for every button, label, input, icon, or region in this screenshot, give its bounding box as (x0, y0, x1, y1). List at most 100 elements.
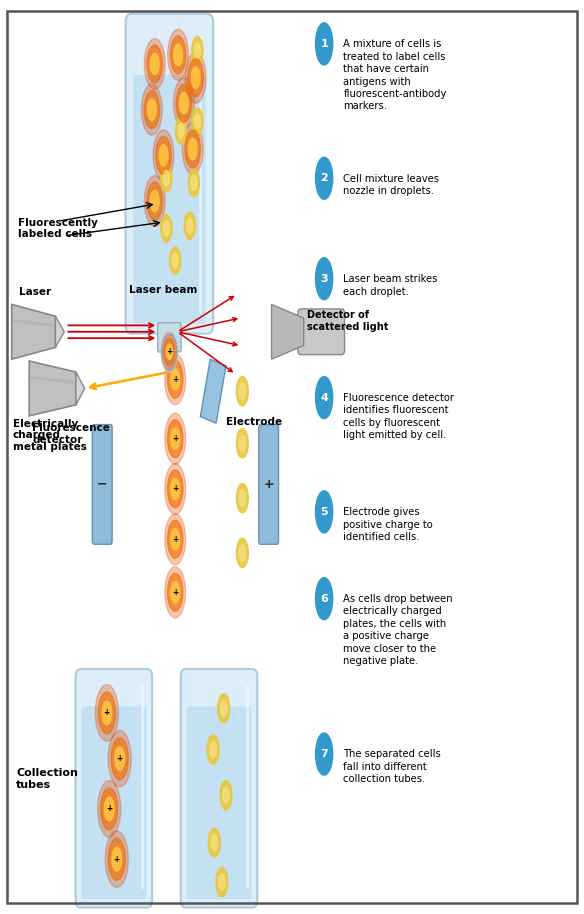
FancyBboxPatch shape (180, 669, 257, 908)
Ellipse shape (194, 114, 200, 129)
FancyBboxPatch shape (259, 424, 279, 545)
Text: Fluorescence detector
identifies fluorescent
cells by fluorescent
light emitted : Fluorescence detector identifies fluores… (343, 393, 454, 441)
Ellipse shape (159, 144, 168, 166)
Ellipse shape (171, 581, 179, 603)
Text: Fluorescently
labeled cells: Fluorescently labeled cells (18, 218, 98, 239)
Text: +: + (172, 588, 178, 597)
Text: +: + (117, 754, 123, 763)
Ellipse shape (144, 38, 165, 90)
Ellipse shape (165, 514, 186, 565)
Ellipse shape (176, 84, 192, 122)
FancyBboxPatch shape (298, 309, 345, 355)
Text: The separated cells
fall into different
collection tubes.: The separated cells fall into different … (343, 749, 441, 784)
Text: Electrode gives
positive charge to
identified cells.: Electrode gives positive charge to ident… (343, 507, 433, 542)
Ellipse shape (192, 108, 203, 135)
Text: As cells drop between
electrically charged
plates, the cells with
a positive cha: As cells drop between electrically charg… (343, 594, 453, 666)
FancyBboxPatch shape (92, 424, 112, 545)
Text: A mixture of cells is
treated to label cells
that have certain
antigens with
flu: A mixture of cells is treated to label c… (343, 39, 447, 112)
Ellipse shape (164, 338, 175, 366)
Text: Fluorescence
detector: Fluorescence detector (32, 423, 110, 445)
Ellipse shape (162, 334, 177, 370)
Ellipse shape (185, 130, 200, 168)
Ellipse shape (315, 491, 333, 533)
Ellipse shape (315, 578, 333, 620)
FancyBboxPatch shape (186, 707, 251, 899)
Ellipse shape (315, 157, 333, 199)
Ellipse shape (174, 44, 182, 66)
Text: +: + (104, 708, 110, 717)
Ellipse shape (220, 781, 232, 810)
Ellipse shape (95, 685, 119, 741)
Text: +: + (106, 804, 112, 813)
Ellipse shape (220, 700, 227, 717)
Text: +: + (166, 347, 172, 356)
Text: +: + (114, 855, 120, 864)
Ellipse shape (165, 354, 186, 405)
Text: Collection
tubes: Collection tubes (16, 769, 78, 790)
Text: Cell mixture leaves
nozzle in droplets.: Cell mixture leaves nozzle in droplets. (343, 174, 439, 197)
Ellipse shape (105, 831, 128, 887)
Ellipse shape (182, 123, 203, 175)
Ellipse shape (180, 92, 188, 114)
Ellipse shape (216, 867, 228, 897)
Ellipse shape (168, 420, 183, 458)
Ellipse shape (171, 36, 186, 74)
Polygon shape (162, 350, 176, 368)
FancyBboxPatch shape (133, 75, 206, 324)
Ellipse shape (239, 383, 246, 399)
FancyBboxPatch shape (158, 323, 181, 352)
Ellipse shape (164, 221, 169, 236)
Text: 4: 4 (320, 393, 328, 402)
Polygon shape (55, 316, 64, 347)
Ellipse shape (164, 171, 169, 186)
Ellipse shape (165, 413, 186, 464)
Ellipse shape (115, 747, 124, 771)
Text: 2: 2 (320, 174, 328, 183)
Ellipse shape (161, 215, 172, 242)
Polygon shape (76, 372, 85, 405)
Ellipse shape (192, 67, 200, 89)
Ellipse shape (102, 701, 112, 725)
Ellipse shape (237, 538, 248, 568)
Ellipse shape (239, 490, 246, 506)
Text: Laser beam: Laser beam (129, 285, 198, 295)
Ellipse shape (207, 735, 219, 764)
Ellipse shape (218, 874, 225, 890)
Ellipse shape (168, 573, 183, 611)
Ellipse shape (153, 130, 174, 181)
Ellipse shape (169, 247, 181, 274)
Ellipse shape (208, 828, 220, 857)
Ellipse shape (144, 90, 159, 129)
Text: +: + (263, 478, 274, 491)
Text: 3: 3 (320, 274, 328, 283)
Ellipse shape (156, 136, 171, 175)
Ellipse shape (237, 377, 248, 406)
Text: Electrode: Electrode (226, 417, 282, 427)
FancyBboxPatch shape (81, 707, 147, 899)
Polygon shape (200, 359, 226, 423)
Ellipse shape (165, 463, 186, 515)
Ellipse shape (108, 838, 126, 880)
Ellipse shape (237, 484, 248, 513)
FancyBboxPatch shape (126, 14, 213, 334)
Ellipse shape (192, 37, 203, 64)
Ellipse shape (223, 787, 230, 803)
Ellipse shape (171, 528, 179, 550)
Text: +: + (172, 375, 178, 384)
Ellipse shape (218, 694, 230, 723)
Ellipse shape (141, 84, 162, 135)
Ellipse shape (188, 169, 200, 197)
Ellipse shape (161, 332, 178, 372)
Text: 5: 5 (320, 507, 328, 516)
Ellipse shape (148, 99, 156, 121)
Ellipse shape (151, 190, 159, 212)
Text: +: + (172, 535, 178, 544)
Ellipse shape (168, 29, 189, 80)
Ellipse shape (112, 847, 121, 871)
Ellipse shape (315, 258, 333, 300)
Ellipse shape (98, 781, 121, 837)
Ellipse shape (171, 428, 179, 450)
Text: 1: 1 (320, 39, 328, 48)
Ellipse shape (173, 78, 194, 129)
Ellipse shape (237, 429, 248, 458)
